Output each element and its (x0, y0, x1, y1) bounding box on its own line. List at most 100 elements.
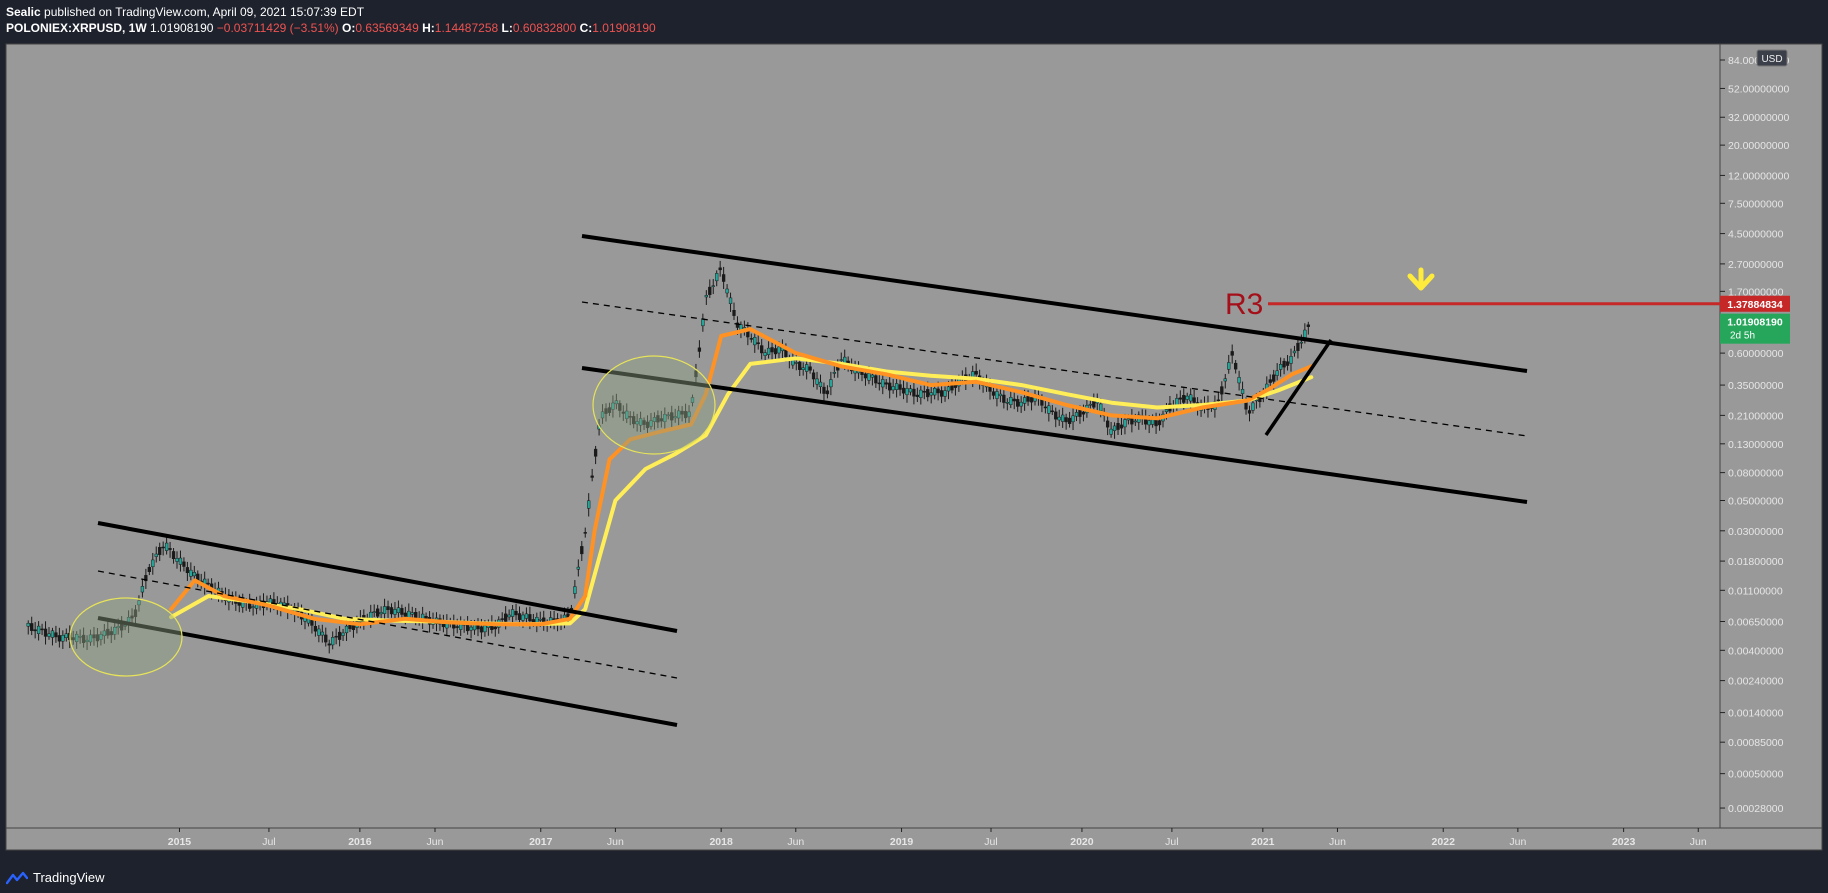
candle-body (313, 626, 318, 632)
last-price-tag (1720, 313, 1790, 344)
candle-body (185, 567, 190, 574)
candle-body (40, 628, 44, 631)
ema-fast-line (169, 327, 1314, 627)
candle-body (905, 388, 909, 396)
candle-body (1078, 409, 1082, 417)
candle-body (483, 625, 487, 633)
candle-body (1275, 370, 1279, 376)
channel1-upper-line[interactable] (97, 521, 678, 633)
candle-body (611, 402, 615, 410)
candle-body (600, 411, 605, 419)
y-tick-label: 1.70000000 (1728, 286, 1784, 298)
candle-body (206, 582, 210, 585)
candle-body (728, 297, 733, 304)
support-trendline[interactable] (1264, 339, 1333, 436)
candle-body (1109, 428, 1113, 435)
time-axis[interactable] (5, 827, 1823, 851)
candle-body (310, 620, 314, 626)
candle-body (632, 416, 636, 425)
candle-body (1016, 399, 1020, 407)
currency-badge-bg[interactable] (1756, 49, 1788, 67)
candle-body (1185, 395, 1189, 400)
candle-body (618, 403, 622, 411)
y-tick-label: 0.01800000 (1728, 556, 1784, 568)
candle-body (75, 633, 79, 642)
candle-body (1029, 397, 1034, 403)
candle-body (403, 612, 407, 617)
tradingview-logo-icon[interactable] (6, 871, 28, 885)
x-tick-label: Jun (427, 836, 444, 848)
y-tick-label: 20.00000000 (1728, 140, 1789, 152)
y-tick-label: 0.00140000 (1728, 708, 1784, 720)
candle-body (1026, 395, 1030, 402)
candle-body (870, 374, 875, 378)
candle-body (99, 634, 103, 640)
channel2-mid-line[interactable] (581, 301, 1528, 437)
last-price-tag-text: 1.01908190 (1727, 317, 1783, 329)
accumulation-ellipse-1[interactable] (69, 597, 183, 677)
publish-info: Sealic published on TradingView.com, Apr… (6, 5, 364, 19)
candle-body (677, 410, 681, 419)
channel2-lower-line[interactable] (581, 366, 1528, 504)
y-tick-label: 0.00240000 (1728, 676, 1784, 688)
x-tick-label: 2015 (168, 836, 192, 848)
x-tick-label: 2022 (1432, 836, 1456, 848)
candle-body (926, 389, 930, 398)
candle-body (1178, 397, 1182, 400)
candle-body (590, 475, 594, 478)
candle-body (400, 608, 404, 615)
channel1-lower-line[interactable] (97, 616, 678, 727)
x-tick-label: 2020 (1070, 836, 1094, 848)
candle-body (991, 391, 996, 396)
candle-body (151, 559, 155, 568)
last-value: 1.01908190 (150, 21, 214, 35)
y-tick-label: 0.21000000 (1728, 410, 1784, 422)
candle-body (493, 626, 497, 630)
candle-body (26, 622, 30, 627)
candle-body (922, 391, 926, 393)
candle-body (815, 378, 819, 385)
candle-body (725, 288, 729, 294)
candle-body (1182, 394, 1186, 403)
candle-body (1116, 423, 1120, 430)
candle-body (881, 379, 885, 388)
author-name[interactable]: Sealic (6, 5, 41, 19)
y-tick-label: 2.70000000 (1728, 259, 1784, 271)
candle-body (85, 639, 89, 642)
channel2-upper-line[interactable] (581, 234, 1528, 373)
candle-body (1306, 324, 1310, 327)
candle-body (54, 632, 58, 638)
plot-area[interactable] (5, 43, 1721, 829)
candle-body (510, 609, 515, 617)
candle-body (1061, 414, 1065, 422)
candle-body (587, 500, 591, 509)
x-tick-label: Jul (262, 836, 275, 848)
candle-body (638, 418, 643, 426)
candle-body (61, 635, 65, 642)
y-tick-label: 12.00000000 (1728, 170, 1789, 182)
candle-body (133, 609, 138, 617)
candle-body (642, 420, 646, 425)
candle-body (154, 553, 158, 557)
candle-body (673, 416, 677, 419)
candle-body (1282, 360, 1286, 368)
time-axis-ticks: 2015 Jul 2016 Jun 2017 Jun 2018 Jun 2019 Jul 2020 J… (168, 828, 1707, 848)
candle-body (1299, 341, 1304, 344)
candle-body (251, 606, 255, 608)
candle-body (683, 411, 688, 419)
candle-body (95, 634, 100, 642)
candle-body (331, 637, 335, 646)
candle-body (1019, 401, 1023, 407)
candle-body (137, 600, 141, 606)
candle-body (884, 382, 888, 385)
published-text: published on TradingView.com, April 09, … (44, 5, 365, 19)
candle-body (1192, 397, 1196, 403)
accumulation-ellipse-2[interactable] (592, 355, 716, 455)
x-tick-label: Jul (1165, 836, 1178, 848)
brand-name[interactable]: TradingView (33, 870, 105, 885)
candle-body (680, 410, 684, 415)
candle-body (1119, 424, 1124, 429)
y-tick-label: 0.00050000 (1728, 769, 1784, 781)
candle-body (1074, 412, 1079, 417)
